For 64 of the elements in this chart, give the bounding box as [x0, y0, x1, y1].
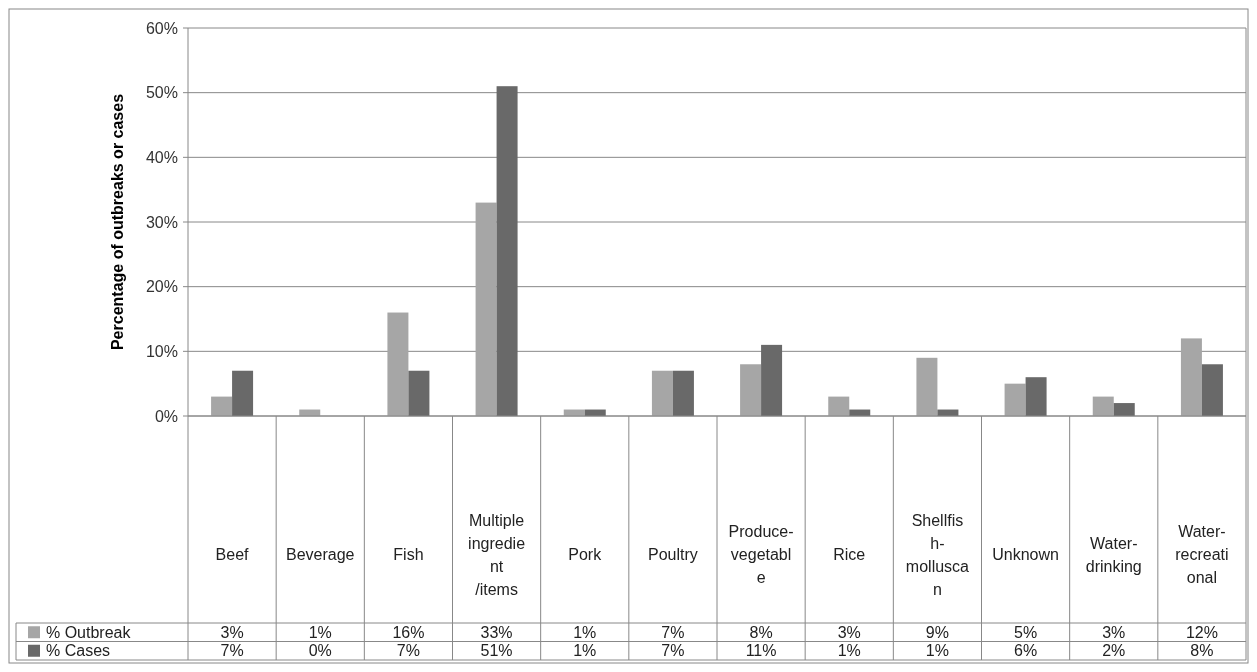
bar [1113, 403, 1135, 416]
bar [651, 370, 673, 416]
data-label: 1% [573, 642, 597, 660]
x-tick-label: Water-recreational [1175, 523, 1229, 587]
data-label: 5% [1014, 623, 1038, 641]
bar [828, 396, 850, 416]
y-tick-label: 40% [145, 148, 178, 166]
data-label: 2% [1102, 642, 1126, 660]
x-tick-label: Unknown [992, 546, 1059, 564]
bar [672, 370, 694, 416]
x-tick-label: Poultry [648, 546, 698, 564]
y-tick-label: 50% [145, 84, 178, 102]
y-axis-title: Percentage of outbreaks or cases [109, 93, 126, 351]
data-label: 1% [837, 642, 861, 660]
x-tick-label: Rice [833, 546, 866, 564]
bar [761, 344, 783, 416]
x-tick-label: Beef [215, 546, 250, 564]
data-label: 3% [220, 623, 244, 641]
legend-label: % Outbreak [46, 623, 132, 641]
bar [1180, 338, 1202, 416]
x-tick-label: Fish [393, 546, 424, 564]
data-label: 8% [749, 623, 773, 641]
x-tick-label: Shellfish-molluscan [905, 511, 970, 598]
data-label: 3% [837, 623, 861, 641]
data-label: 1% [573, 623, 597, 641]
y-tick-label: 10% [145, 342, 178, 360]
data-label: 1% [925, 642, 949, 660]
data-label: 11% [745, 642, 777, 660]
bar [1004, 383, 1026, 416]
x-tick-label: Multiple ingredient/items [468, 511, 526, 598]
bar [408, 370, 430, 416]
data-label: 7% [661, 642, 685, 660]
y-tick-label: 20% [145, 278, 178, 296]
legend-label: % Cases [46, 642, 111, 660]
bar [1025, 377, 1047, 416]
data-label: 9% [925, 623, 949, 641]
data-label: 1% [308, 623, 332, 641]
y-tick-label: 30% [145, 213, 178, 231]
bar [496, 86, 518, 416]
data-label: 7% [661, 623, 685, 641]
bar [387, 312, 409, 416]
bar [740, 364, 762, 416]
data-label: 6% [1014, 642, 1038, 660]
data-label: 16% [392, 623, 425, 641]
y-tick-label: 0% [154, 407, 178, 425]
data-label: 7% [220, 642, 244, 660]
bar [475, 202, 497, 416]
bar [1092, 396, 1114, 416]
data-label: 7% [396, 642, 420, 660]
data-label: 8% [1190, 642, 1214, 660]
x-tick-label: Produce-vegetable [728, 523, 794, 587]
data-label: 51% [480, 642, 513, 660]
bar [1201, 364, 1223, 416]
y-tick-label: 60% [145, 19, 178, 37]
bar [916, 357, 938, 416]
x-tick-label: Pork [568, 546, 603, 564]
bar [211, 396, 233, 416]
data-label: 12% [1185, 623, 1218, 641]
x-tick-label: Beverage [286, 546, 355, 564]
x-tick-label: Water-drinking [1085, 534, 1142, 575]
data-label: 0% [308, 642, 332, 660]
data-label: 3% [1102, 623, 1126, 641]
data-label: 33% [480, 623, 513, 641]
bar [232, 370, 254, 416]
